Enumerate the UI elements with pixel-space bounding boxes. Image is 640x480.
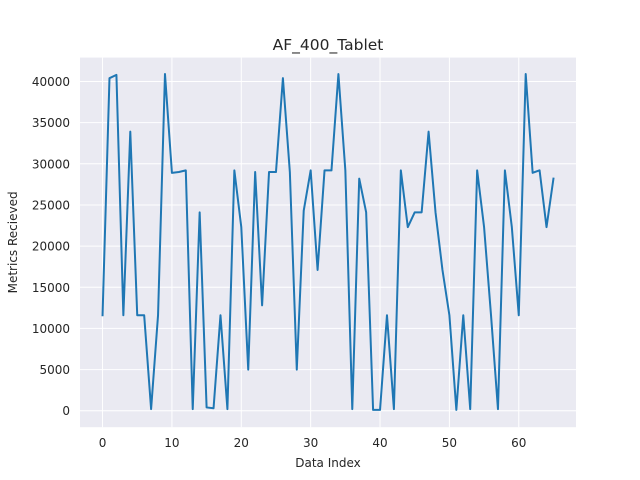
y-axis-label: Metrics Recieved (6, 191, 20, 293)
grid-lines (80, 57, 576, 428)
x-tick-label: 40 (372, 436, 387, 450)
x-tick-label: 50 (442, 436, 457, 450)
y-tick-label: 10000 (32, 322, 70, 336)
x-tick-label: 60 (511, 436, 526, 450)
x-axis-label: Data Index (295, 456, 361, 470)
y-tick-label: 0 (62, 404, 70, 418)
x-tick-label: 10 (164, 436, 179, 450)
y-tick-label: 5000 (39, 363, 70, 377)
y-tick-label: 40000 (32, 75, 70, 89)
y-tick-label: 30000 (32, 157, 70, 171)
chart-title: AF_400_Tablet (273, 36, 384, 55)
y-tick-label: 35000 (32, 116, 70, 130)
x-tick-labels: 0 10 20 30 40 50 60 (99, 436, 527, 450)
y-tick-labels: 0 5000 10000 15000 20000 25000 30000 35000 40000 (32, 75, 70, 418)
x-tick-label: 20 (234, 436, 249, 450)
y-tick-label: 20000 (32, 240, 70, 254)
y-tick-label: 25000 (32, 198, 70, 212)
y-tick-label: 15000 (32, 281, 70, 295)
plot-background (80, 57, 576, 428)
x-tick-label: 0 (99, 436, 107, 450)
series-line (101, 73, 555, 411)
x-tick-label: 30 (303, 436, 318, 450)
